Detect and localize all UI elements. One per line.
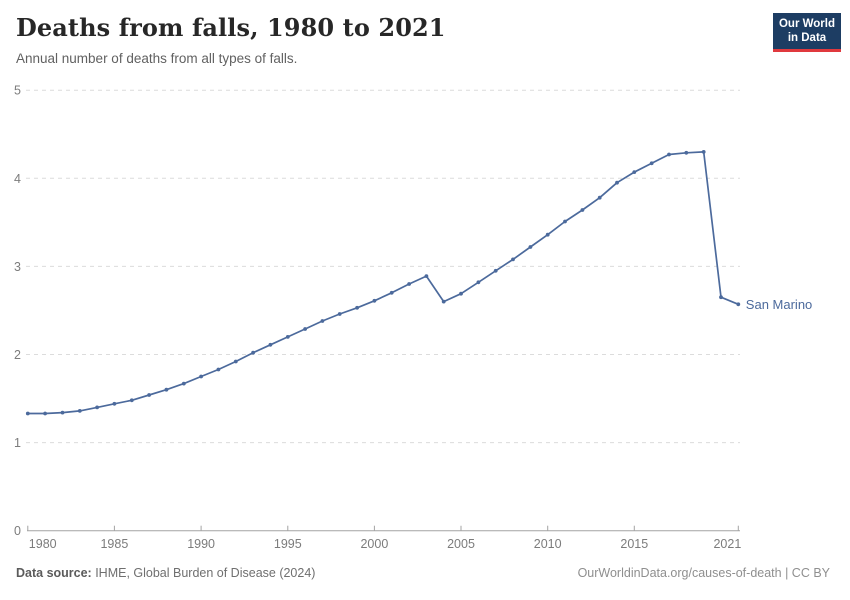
data-point[interactable]: [493, 268, 498, 273]
data-point[interactable]: [60, 410, 65, 415]
credit-link[interactable]: OurWorldinData.org/causes-of-death | CC …: [577, 566, 830, 580]
owid-logo-line1: Our World: [778, 18, 835, 30]
data-point[interactable]: [528, 245, 533, 249]
data-point[interactable]: [407, 282, 411, 286]
data-point[interactable]: [199, 374, 204, 379]
x-axis-tick-label: 1985: [100, 537, 128, 551]
y-axis-tick-label: 1: [14, 436, 21, 450]
data-point[interactable]: [701, 150, 706, 154]
chart-title: Deaths from falls, 1980 to 2021: [16, 13, 446, 42]
data-point[interactable]: [112, 401, 117, 406]
data-point[interactable]: [25, 411, 30, 416]
data-point[interactable]: [233, 359, 238, 364]
owid-logo[interactable]: Our World in Data: [773, 13, 841, 52]
chart-subtitle: Annual number of deaths from all types o…: [16, 51, 298, 66]
owid-logo-line2: in Data: [787, 31, 827, 44]
data-point[interactable]: [251, 350, 256, 355]
data-point[interactable]: [719, 295, 723, 300]
data-point[interactable]: [285, 335, 290, 339]
data-point[interactable]: [580, 208, 585, 212]
data-point[interactable]: [355, 305, 359, 310]
data-point[interactable]: [95, 405, 99, 410]
data-line[interactable]: [26, 151, 740, 415]
data-point[interactable]: [268, 342, 273, 347]
data-point[interactable]: [459, 291, 463, 296]
data-point[interactable]: [181, 381, 186, 386]
data-point[interactable]: [424, 274, 429, 278]
data-point[interactable]: [649, 161, 654, 166]
data-point[interactable]: [303, 327, 307, 331]
data-point[interactable]: [216, 367, 221, 372]
data-source-text: IHME, Global Burden of Disease (2024): [91, 566, 316, 580]
data-point[interactable]: [667, 152, 671, 157]
data-point[interactable]: [147, 393, 152, 397]
y-axis-tick-label: 3: [14, 260, 21, 274]
y-axis-tick-label: 0: [14, 524, 21, 538]
data-point[interactable]: [164, 387, 169, 392]
data-point[interactable]: [615, 180, 619, 185]
data-point[interactable]: [511, 257, 515, 262]
data-point[interactable]: [736, 302, 741, 307]
data-point[interactable]: [129, 398, 134, 403]
x-axis-tick-label: 2000: [360, 537, 388, 551]
series-end-label[interactable]: San Marino: [746, 297, 812, 312]
line-chart-svg[interactable]: 0 1 2 3 4 5 1980 1985 1990 1995 2000 2005 2010 2015 20…: [0, 80, 850, 556]
data-point[interactable]: [684, 150, 689, 155]
data-point[interactable]: [77, 409, 82, 413]
data-source: Data source: IHME, Global Burden of Dise…: [16, 566, 315, 580]
x-axis-tick-label: 1980: [29, 537, 57, 551]
data-point[interactable]: [43, 411, 47, 416]
data-point[interactable]: [320, 319, 325, 323]
y-axis-tick-label: 2: [14, 348, 21, 362]
data-point[interactable]: [563, 219, 567, 224]
data-point[interactable]: [545, 232, 550, 237]
data-point[interactable]: [632, 170, 637, 174]
data-point[interactable]: [337, 312, 342, 316]
x-axis-tick-label: 1990: [187, 537, 215, 551]
data-point[interactable]: [389, 290, 394, 295]
data-point[interactable]: [476, 280, 481, 285]
y-axis-tick-label: 5: [14, 84, 21, 98]
x-axis-tick-label: 2010: [534, 537, 562, 551]
x-axis-tick-label: 1995: [274, 537, 302, 551]
x-axis-tick-label: 2015: [620, 537, 648, 551]
y-axis-tick-label: 4: [14, 172, 21, 186]
x-axis-tick-label: 2021: [713, 537, 741, 551]
data-point[interactable]: [441, 299, 446, 304]
data-source-label: Data source:: [16, 566, 92, 580]
x-axis-tick-label: 2005: [447, 537, 475, 551]
data-point[interactable]: [597, 195, 602, 200]
data-point[interactable]: [372, 298, 377, 303]
